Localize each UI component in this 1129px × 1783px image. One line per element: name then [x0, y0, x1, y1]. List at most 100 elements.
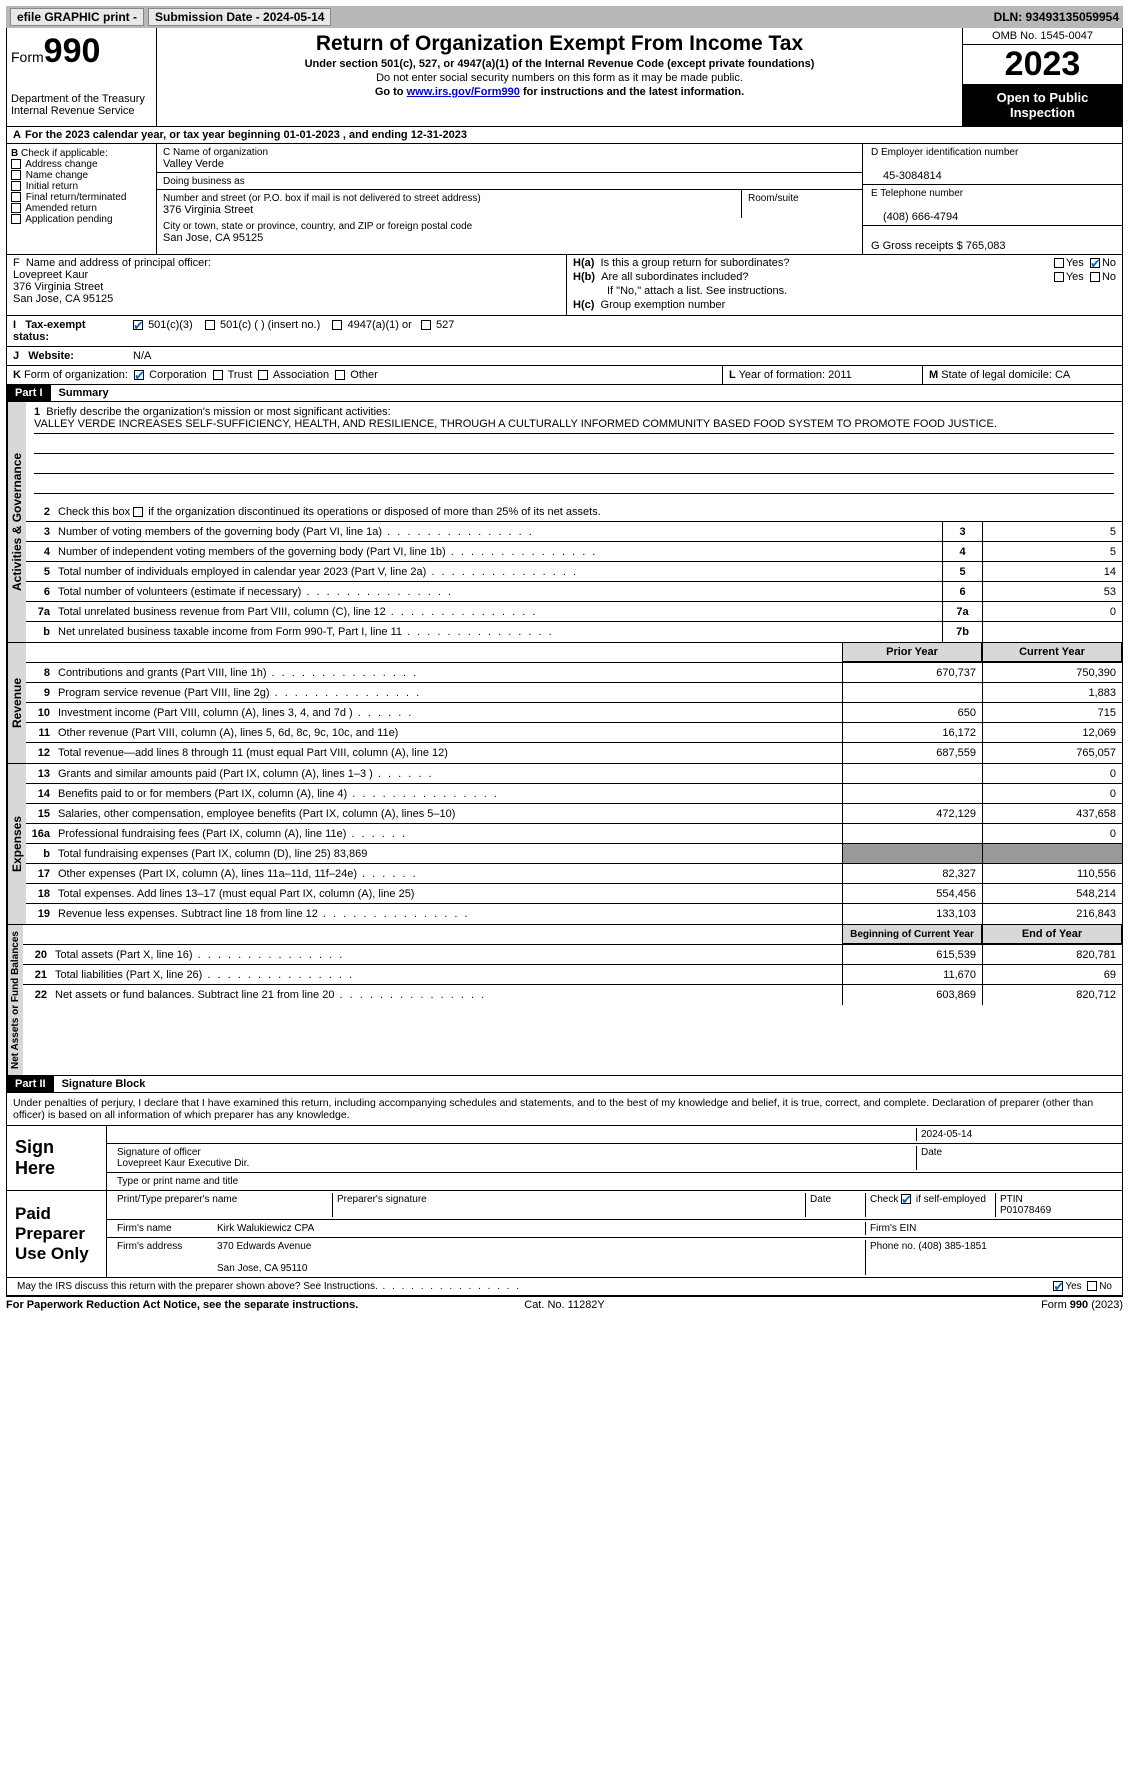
amended-return-checkbox[interactable]	[11, 203, 21, 213]
line15-curr: 437,658	[982, 804, 1122, 823]
trust-checkbox[interactable]	[213, 370, 223, 380]
line16b-curr-grey	[982, 844, 1122, 863]
discontinued-checkbox[interactable]	[133, 507, 143, 517]
dln-label: DLN: 93493135059954	[994, 10, 1119, 24]
self-employed-checkbox[interactable]	[901, 1194, 911, 1204]
line21-prior: 11,670	[842, 965, 982, 984]
4947-checkbox[interactable]	[332, 320, 342, 330]
city-value: San Jose, CA 95125	[163, 232, 263, 244]
tax-year-line: AFor the 2023 calendar year, or tax year…	[6, 127, 1123, 144]
line22-prior: 603,869	[842, 985, 982, 1005]
ssn-warning: Do not enter social security numbers on …	[161, 72, 958, 84]
city-label: City or town, state or province, country…	[163, 221, 472, 232]
ha-yes-checkbox[interactable]	[1054, 258, 1064, 268]
irs-link[interactable]: www.irs.gov/Form990	[407, 86, 520, 98]
sign-here-label: Sign Here	[7, 1126, 107, 1190]
line4-value: 5	[982, 542, 1122, 561]
year-formation: 2011	[828, 369, 852, 381]
self-employed-label: Check if self-employed	[870, 1194, 986, 1205]
line3-value: 5	[982, 522, 1122, 541]
line2-label: Check this box if the organization disco…	[58, 506, 601, 518]
efile-print-button[interactable]: efile GRAPHIC print -	[10, 8, 144, 26]
room-label: Room/suite	[748, 193, 799, 204]
line10-curr: 715	[982, 703, 1122, 722]
line9-curr: 1,883	[982, 683, 1122, 702]
corporation-checkbox[interactable]	[134, 370, 144, 380]
line18-curr: 548,214	[982, 884, 1122, 903]
line10-prior: 650	[842, 703, 982, 722]
hb-no-checkbox[interactable]	[1090, 272, 1100, 282]
501c3-checkbox[interactable]	[133, 320, 143, 330]
line13-curr: 0	[982, 764, 1122, 783]
line16b-label: Total fundraising expenses (Part IX, col…	[54, 846, 842, 862]
line7a-label: Total unrelated business revenue from Pa…	[54, 604, 942, 620]
name-change-checkbox[interactable]	[11, 170, 21, 180]
officer-sig-name: Lovepreet Kaur Executive Dir.	[117, 1158, 249, 1169]
phone-label: Telephone number	[880, 188, 963, 199]
beginning-year-header: Beginning of Current Year	[842, 925, 982, 944]
net-assets-tab: Net Assets or Fund Balances	[7, 925, 23, 1075]
tax-exempt-row: I Tax-exempt status: 501(c)(3) 501(c) ( …	[6, 316, 1123, 347]
street-value: 376 Virginia Street	[163, 204, 253, 216]
line4-label: Number of independent voting members of …	[54, 544, 942, 560]
line22-label: Net assets or fund balances. Subtract li…	[51, 987, 842, 1003]
subordinates-label: Are all subordinates included?	[601, 271, 748, 283]
line19-prior: 133,103	[842, 904, 982, 924]
gross-value: 765,083	[966, 240, 1006, 252]
line14-label: Benefits paid to or for members (Part IX…	[54, 786, 842, 802]
line8-curr: 750,390	[982, 663, 1122, 682]
revenue-tab: Revenue	[7, 643, 26, 763]
ha-no-checkbox[interactable]	[1090, 258, 1100, 268]
line21-label: Total liabilities (Part X, line 26)	[51, 967, 842, 983]
final-return-checkbox[interactable]	[11, 192, 21, 202]
discuss-label: May the IRS discuss this return with the…	[13, 1280, 1049, 1293]
association-checkbox[interactable]	[258, 370, 268, 380]
paid-preparer-label: Paid Preparer Use Only	[7, 1191, 107, 1277]
expenses-section: Expenses 13Grants and similar amounts pa…	[6, 764, 1123, 925]
line19-label: Revenue less expenses. Subtract line 18 …	[54, 906, 842, 922]
identity-section: B Check if applicable: Address change Na…	[6, 144, 1123, 255]
officer-name: Lovepreet Kaur	[13, 269, 88, 281]
footer-catno: Cat. No. 11282Y	[524, 1299, 605, 1311]
signature-block: Under penalties of perjury, I declare th…	[6, 1093, 1123, 1296]
type-title-label: Type or print name and title	[113, 1175, 242, 1188]
line7b-value	[982, 622, 1122, 642]
part2-header: Part II Signature Block	[6, 1076, 1123, 1093]
address-change-checkbox[interactable]	[11, 159, 21, 169]
ein-value: 45-3084814	[871, 170, 942, 182]
501c-checkbox[interactable]	[205, 320, 215, 330]
line5-label: Total number of individuals employed in …	[54, 564, 942, 580]
other-checkbox[interactable]	[335, 370, 345, 380]
line5-value: 14	[982, 562, 1122, 581]
firm-name-value: Kirk Walukiewicz CPA	[213, 1222, 866, 1235]
discuss-no-checkbox[interactable]	[1087, 1281, 1097, 1291]
application-pending-checkbox[interactable]	[11, 214, 21, 224]
527-checkbox[interactable]	[421, 320, 431, 330]
topbar: efile GRAPHIC print - Submission Date - …	[6, 6, 1123, 28]
line16a-prior	[842, 824, 982, 843]
initial-return-checkbox[interactable]	[11, 181, 21, 191]
line7a-value: 0	[982, 602, 1122, 621]
end-year-header: End of Year	[982, 925, 1122, 944]
form-org-row: K Form of organization: Corporation Trus…	[6, 366, 1123, 385]
line21-curr: 69	[982, 965, 1122, 984]
form-title: Return of Organization Exempt From Incom…	[161, 32, 958, 56]
line11-prior: 16,172	[842, 723, 982, 742]
discuss-yes-checkbox[interactable]	[1053, 1281, 1063, 1291]
line12-curr: 765,057	[982, 743, 1122, 763]
line8-prior: 670,737	[842, 663, 982, 682]
preparer-sig-label: Preparer's signature	[333, 1193, 806, 1217]
hb-yes-checkbox[interactable]	[1054, 272, 1064, 282]
line12-prior: 687,559	[842, 743, 982, 763]
line9-prior	[842, 683, 982, 702]
line13-label: Grants and similar amounts paid (Part IX…	[54, 766, 842, 782]
mission-text: VALLEY VERDE INCREASES SELF-SUFFICIENCY,…	[34, 418, 1114, 434]
officer-city: San Jose, CA 95125	[13, 293, 113, 305]
line18-label: Total expenses. Add lines 13–17 (must eq…	[54, 886, 842, 902]
line16a-curr: 0	[982, 824, 1122, 843]
line16a-label: Professional fundraising fees (Part IX, …	[54, 826, 842, 842]
governance-tab: Activities & Governance	[7, 402, 26, 642]
line18-prior: 554,456	[842, 884, 982, 903]
dba-label: Doing business as	[163, 176, 245, 187]
mission-label: Briefly describe the organization's miss…	[46, 406, 390, 418]
